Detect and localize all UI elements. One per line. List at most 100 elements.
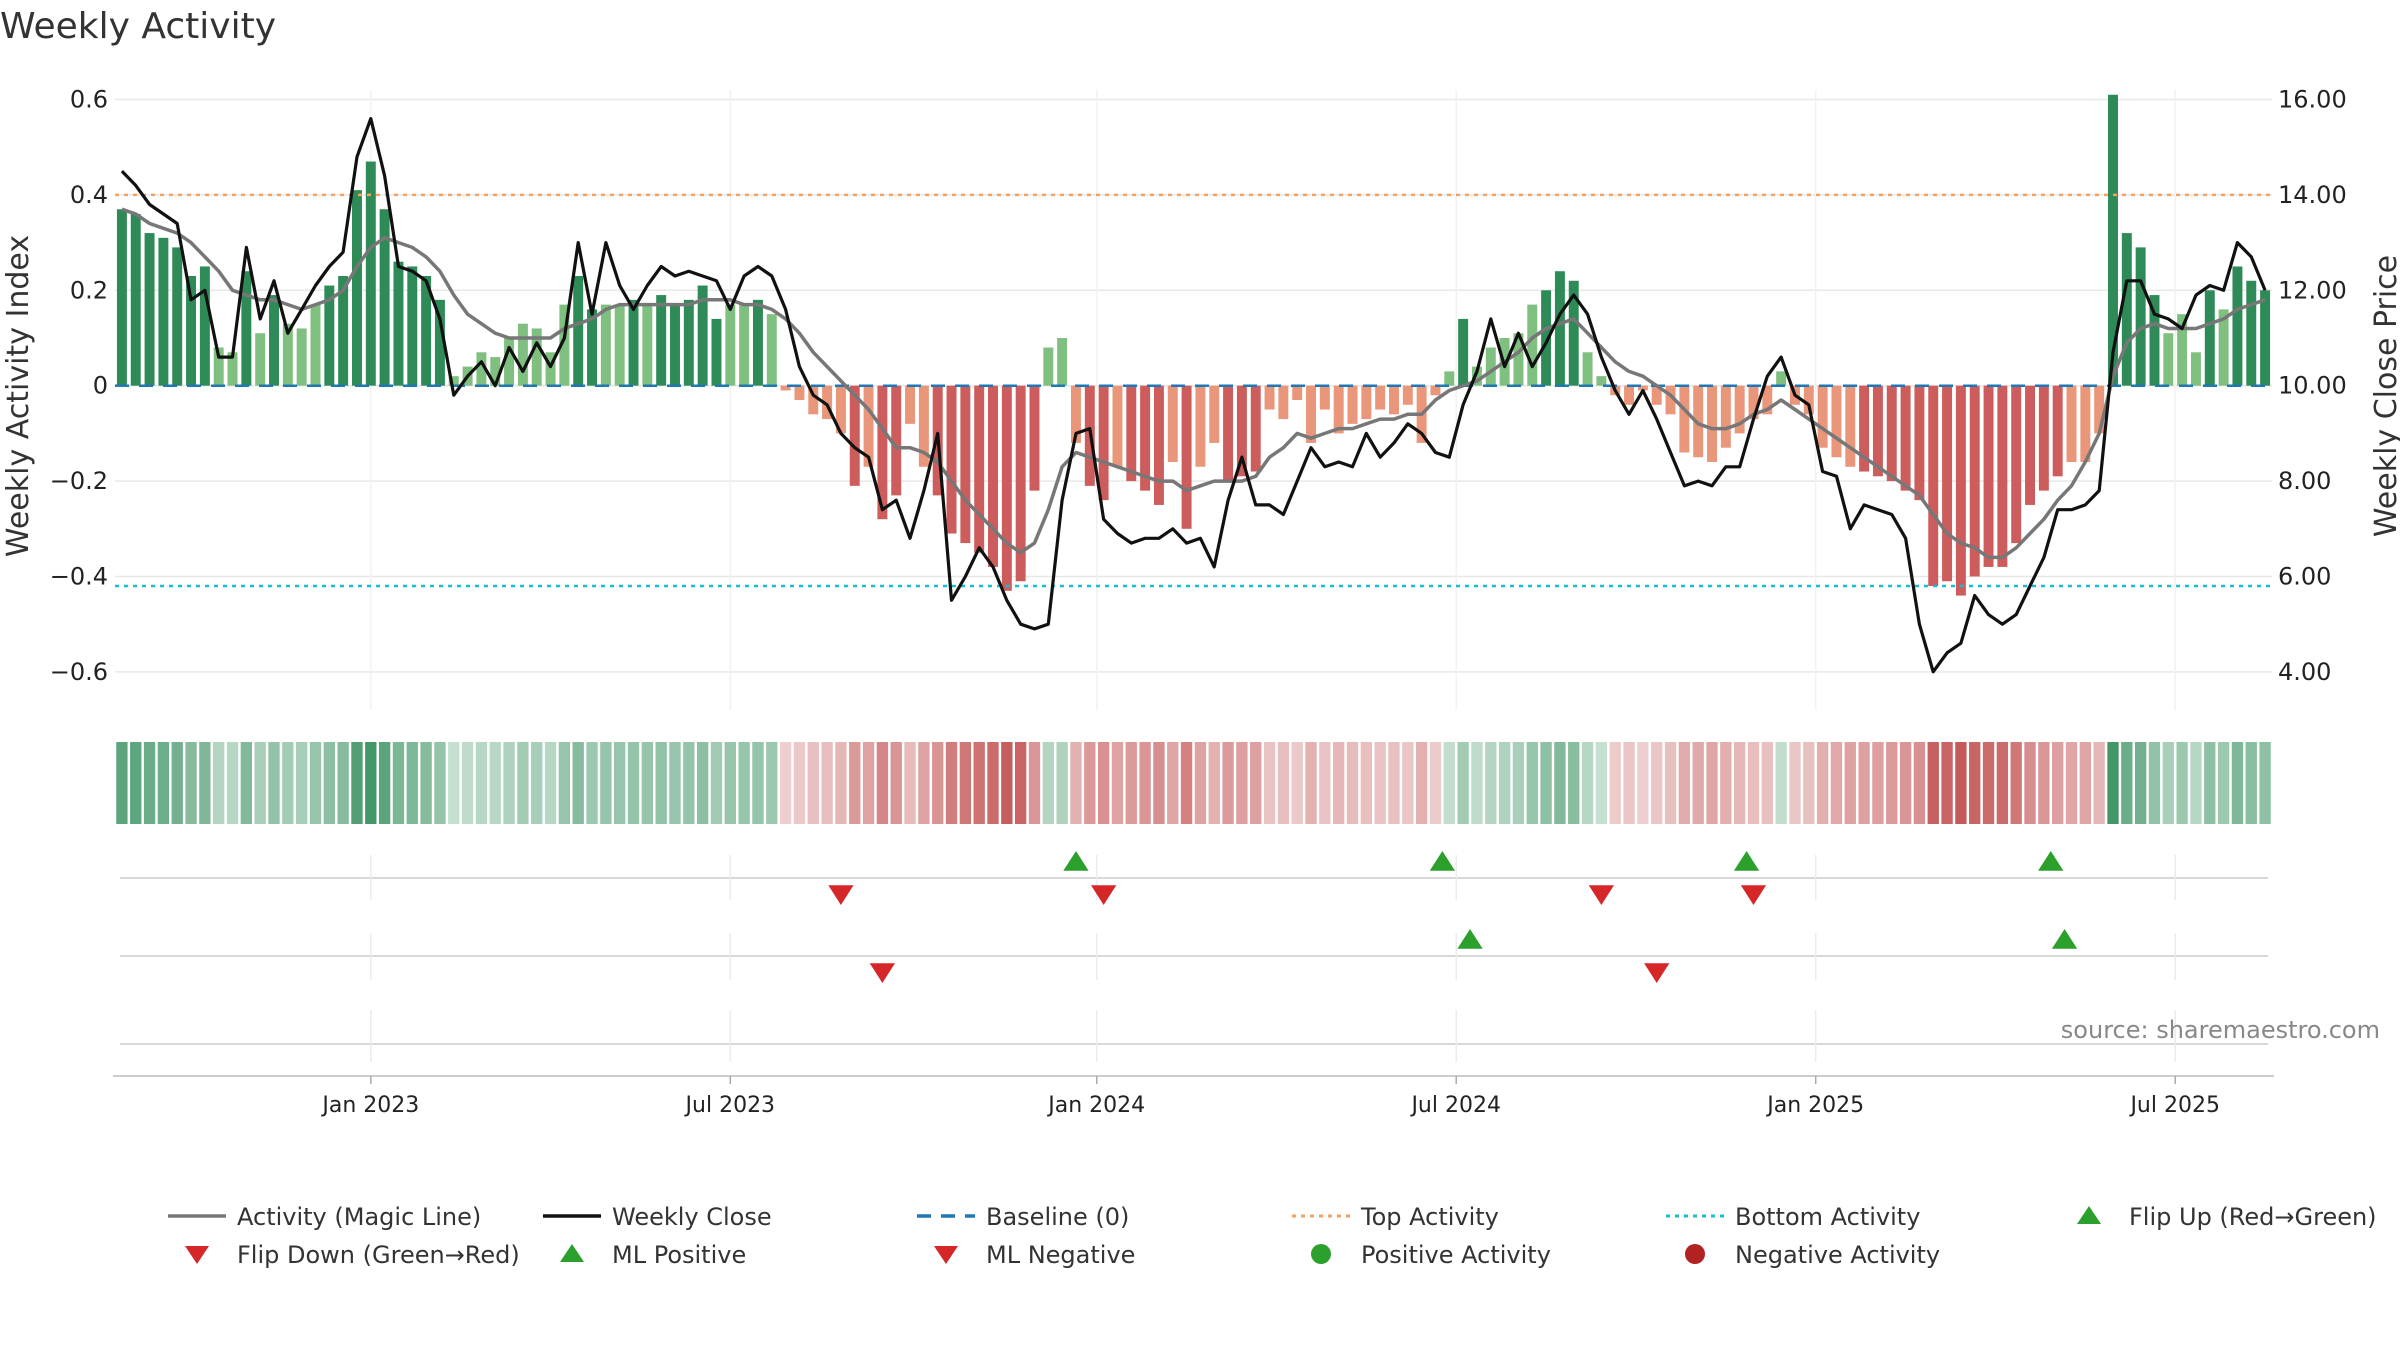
- heat-cell: [143, 742, 156, 824]
- activity-bar: [739, 304, 750, 386]
- heat-cell: [157, 742, 170, 824]
- activity-bar: [2135, 247, 2146, 386]
- activity-bar: [808, 385, 819, 415]
- y-tick-right: 14.00: [2278, 181, 2347, 209]
- legend-item: Flip Up (Red→Green): [2077, 1203, 2377, 1231]
- activity-bar: [2011, 385, 2022, 544]
- heat-cell: [876, 742, 889, 824]
- activity-bar: [2052, 385, 2063, 477]
- heat-cell: [1761, 742, 1773, 824]
- activity-bar: [905, 385, 916, 424]
- activity-bar: [186, 276, 197, 386]
- activity-bar: [587, 309, 598, 386]
- heat-cell: [2093, 742, 2105, 824]
- legend-item: Activity (Magic Line): [168, 1203, 481, 1231]
- event-rows: [120, 851, 2268, 1062]
- heat-cell: [1595, 742, 1608, 824]
- activity-bar: [1845, 385, 1856, 467]
- heat-cell: [2162, 742, 2174, 824]
- activity-bar: [324, 285, 335, 386]
- heat-cell: [1568, 742, 1580, 824]
- series-lines: [120, 116, 2267, 674]
- legend-item: ML Positive: [560, 1241, 746, 1269]
- activity-bar: [255, 333, 266, 386]
- activity-bar: [282, 323, 293, 386]
- heat-cell: [1333, 742, 1345, 824]
- activity-bar: [2025, 385, 2036, 505]
- heat-cell: [1554, 742, 1566, 824]
- heat-cell: [1471, 742, 1483, 824]
- activity-bar: [421, 276, 432, 386]
- heat-cell: [1872, 742, 1884, 824]
- heat-cell: [779, 742, 792, 824]
- activity-bar: [1458, 318, 1469, 386]
- legend-item: Bottom Activity: [1666, 1203, 1920, 1231]
- activity-bar: [835, 385, 846, 434]
- legend: Activity (Magic Line) Weekly Close Baselin…: [168, 1203, 2377, 1269]
- heat-cell: [572, 742, 584, 824]
- activity-bar: [1209, 385, 1220, 443]
- activity-bar: [1167, 385, 1178, 462]
- heat-cell: [489, 742, 501, 824]
- activity-bar: [2204, 290, 2215, 386]
- activity-bar: [504, 338, 515, 386]
- heat-cell: [1402, 742, 1414, 824]
- heat-cell: [130, 742, 142, 824]
- activity-bar: [794, 385, 805, 400]
- heat-cell: [1623, 742, 1635, 824]
- activity-bar: [1389, 385, 1399, 415]
- activity-bar: [1596, 376, 1607, 386]
- activity-bar: [407, 266, 418, 386]
- heat-cell: [365, 742, 377, 824]
- activity-bar: [379, 209, 390, 386]
- activity-bar: [1347, 385, 1358, 424]
- heat-cell: [2121, 742, 2133, 824]
- heat-cell: [2176, 742, 2188, 824]
- heat-cell: [1457, 742, 1469, 824]
- legend-label: Top Activity: [1360, 1203, 1499, 1231]
- activity-bar: [1624, 385, 1635, 405]
- heat-cell: [1139, 742, 1151, 824]
- legend-label: ML Positive: [612, 1241, 746, 1269]
- heat-cell: [185, 742, 197, 824]
- activity-bar: [1914, 385, 1925, 501]
- activity-bar: [1098, 385, 1109, 501]
- activity-bar: [891, 385, 902, 496]
- activity-bar: [2080, 385, 2091, 462]
- heat-cell: [2134, 742, 2147, 824]
- heat-cell: [738, 742, 750, 824]
- flip-down-marker: [1740, 885, 1767, 905]
- heat-cell: [987, 742, 999, 824]
- heat-cell: [1581, 742, 1594, 824]
- x-tick-label: Jan 2023: [320, 1093, 419, 1118]
- activity-bar: [1485, 347, 1496, 386]
- activity-bar: [1554, 271, 1565, 386]
- activity-bar: [1236, 385, 1247, 477]
- heat-cell: [2190, 742, 2202, 824]
- activity-bar: [2163, 333, 2174, 386]
- activity-bar: [2246, 280, 2257, 386]
- heat-cell: [351, 742, 363, 824]
- heat-cell: [226, 742, 239, 824]
- heat-cell: [2065, 742, 2078, 824]
- heat-cell: [627, 742, 640, 824]
- activity-bar: [365, 161, 376, 386]
- heat-cell: [2204, 742, 2216, 824]
- activity-bar: [1292, 385, 1303, 400]
- activity-bar: [946, 385, 957, 534]
- heat-cell: [2052, 742, 2064, 824]
- heat-cell: [1360, 742, 1373, 824]
- heat-cell: [1733, 742, 1746, 824]
- activity-bar: [1361, 385, 1372, 420]
- y-tick-left: 0.6: [70, 86, 108, 114]
- heat-cell: [1042, 742, 1054, 824]
- heat-cell: [1153, 742, 1165, 824]
- activity-bar: [1651, 385, 1662, 405]
- magic-line: [121, 207, 2266, 560]
- heat-cell: [448, 742, 460, 824]
- legend-label: Bottom Activity: [1735, 1203, 1920, 1231]
- heat-cell: [1747, 742, 1760, 824]
- heat-cell: [821, 742, 833, 824]
- activity-bar: [1181, 385, 1192, 529]
- heat-cell: [2038, 742, 2050, 824]
